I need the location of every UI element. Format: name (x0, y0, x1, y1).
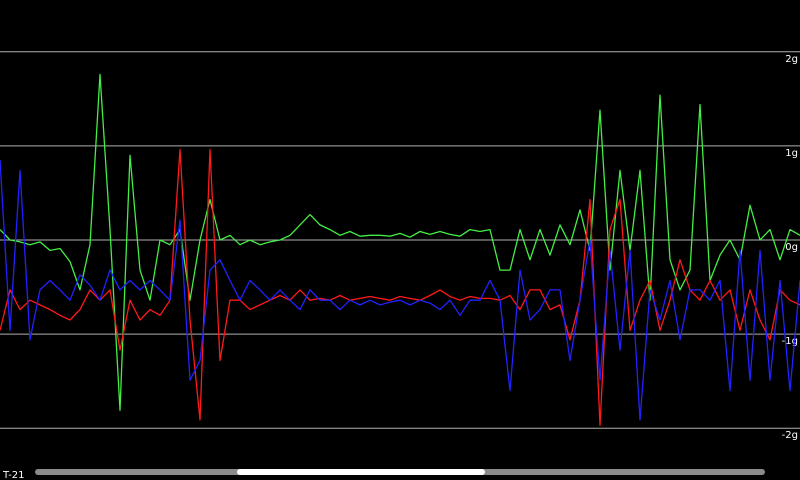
y-tick-label: -2g (782, 430, 798, 441)
sensor-label: T-21 (2, 470, 25, 480)
grid: 2g 1g 0g -1g -2g (0, 51, 800, 441)
y-tick-label: 1g (785, 148, 798, 159)
series-line (0, 159, 800, 421)
y-tick-label: 0g (785, 242, 798, 253)
scrollbar-thumb[interactable] (237, 469, 485, 475)
plot (0, 73, 800, 427)
y-tick-label: 2g (785, 54, 798, 65)
series-line (0, 73, 800, 412)
y-tick-label: -1g (782, 336, 798, 347)
series-line (0, 148, 800, 427)
